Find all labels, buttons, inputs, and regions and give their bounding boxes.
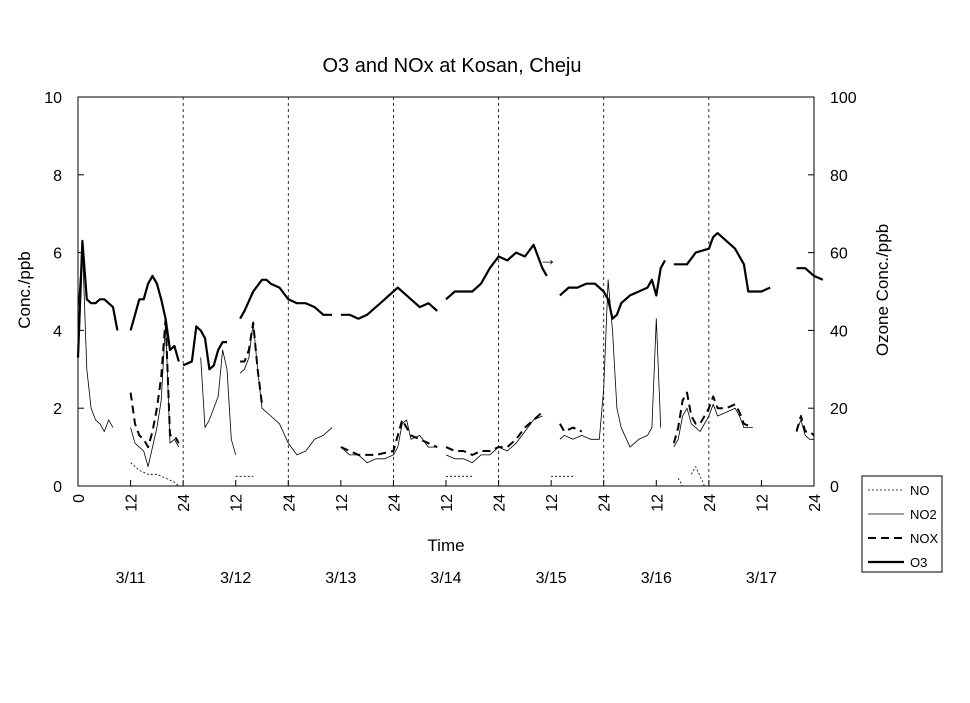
legend-label: NO [910, 483, 930, 498]
x-axis-label: Time [427, 536, 464, 555]
x-tick-label: 24 [386, 494, 403, 512]
series-no2 [77, 244, 814, 468]
series-no-line [130, 462, 180, 487]
date-label: 3/13 [325, 570, 356, 587]
series-no [130, 462, 705, 487]
left-tick-label: 4 [53, 323, 62, 340]
x-tick-label: 0 [71, 494, 88, 503]
chart-title: O3 and NOx at Kosan, Cheju [322, 55, 581, 77]
date-label: 3/11 [116, 570, 146, 587]
date-label: 3/15 [536, 570, 567, 587]
right-tick-label: 0 [830, 479, 839, 496]
series-no2-line [200, 349, 237, 456]
x-tick-label: 24 [807, 494, 824, 512]
series-o3 [76, 232, 824, 371]
right-axis-ticks: 0 20 40 60 80 100 [808, 90, 857, 496]
left-tick-label: 10 [44, 90, 62, 107]
series-o3-line [239, 278, 333, 320]
series-no2-line [239, 322, 333, 456]
date-labels: 3/11 3/12 3/13 3/14 3/15 3/16 3/17 [116, 570, 778, 587]
series-no2-line [445, 415, 543, 464]
x-tick-label: 24 [597, 494, 614, 512]
series-no2-line [340, 419, 438, 464]
x-tick-label: 12 [334, 494, 351, 512]
right-tick-label: 40 [830, 323, 848, 340]
right-tick-label: 80 [830, 168, 848, 185]
series-nox [129, 317, 815, 456]
left-tick-label: 2 [53, 401, 62, 418]
series-no2-line [130, 322, 180, 468]
left-tick-label: 0 [53, 479, 62, 496]
series-no2-line [796, 419, 814, 440]
x-tick-label: 24 [492, 494, 509, 512]
left-tick-label: 8 [53, 168, 62, 185]
x-tick-label: 24 [176, 494, 193, 512]
series-nox-line [672, 391, 754, 444]
series-o3-line [340, 286, 438, 320]
series-o3-line [796, 267, 824, 281]
x-tick-label: 12 [754, 494, 771, 512]
series-nox-line [340, 418, 438, 456]
date-label: 3/16 [641, 570, 672, 587]
date-label: 3/14 [430, 570, 461, 587]
right-tick-label: 20 [830, 401, 848, 418]
x-tick-label: 24 [281, 494, 298, 512]
right-axis-label: Ozone Conc./ppb [873, 224, 892, 356]
legend-label: NOX [910, 531, 939, 546]
series-o3-line [129, 274, 180, 362]
legend-label: NO2 [910, 507, 937, 522]
series-no-line [690, 466, 705, 487]
plot-series [76, 232, 824, 487]
series-o3-line [673, 232, 771, 293]
left-tick-label: 6 [53, 246, 62, 263]
x-tick-label: 12 [229, 494, 246, 512]
x-tick-label: 12 [124, 494, 141, 512]
right-tick-label: 100 [830, 90, 857, 107]
series-no2-line [77, 244, 114, 432]
series-no-line [677, 478, 683, 487]
series-nox-line [445, 411, 544, 456]
series-o3-line [445, 243, 548, 301]
legend: NO NO2 NOX O3 [861, 475, 943, 573]
annotation-arrow: → [539, 249, 557, 269]
x-tick-label: 12 [439, 494, 456, 512]
series-nox-line [559, 423, 583, 433]
series-o3-line [559, 259, 666, 320]
legend-label: O3 [910, 555, 927, 570]
series-no2-line [673, 403, 753, 448]
x-axis-ticks: 0 12 24 12 24 12 24 12 24 12 24 12 24 12 24 [71, 480, 824, 512]
legend-box [861, 475, 943, 573]
series-nox-line [795, 415, 815, 437]
right-tick-label: 60 [830, 246, 848, 263]
left-axis-label: Conc./ppb [15, 251, 34, 329]
left-axis-ticks: 0 2 4 6 8 10 [44, 90, 84, 496]
date-label: 3/12 [220, 570, 251, 587]
day-separator-lines [182, 97, 710, 486]
x-tick-label: 24 [702, 494, 719, 512]
x-tick-label: 12 [544, 494, 561, 512]
series-o3-line [76, 239, 119, 358]
plot-frame [77, 96, 815, 487]
series-no2-line [559, 279, 662, 448]
series-nox-line [129, 317, 180, 449]
x-tick-label: 12 [649, 494, 666, 512]
date-label: 3/17 [746, 570, 777, 587]
series-o3-line [182, 325, 227, 371]
series-nox-line [240, 321, 263, 405]
